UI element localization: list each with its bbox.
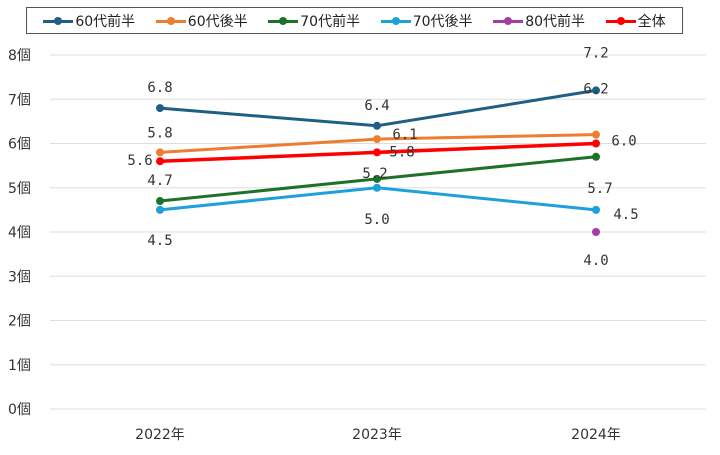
data-point — [373, 135, 381, 144]
y-axis-labels: 0個 1個 2個 3個 4個 5個 6個 7個 8個 — [8, 48, 31, 418]
legend-label: 全体 — [637, 13, 666, 30]
data-label: 6.2 — [583, 82, 608, 98]
data-series — [156, 86, 600, 236]
legend-item: 70代後半 — [380, 11, 473, 31]
y-tick-label: 0個 — [8, 402, 31, 418]
data-label: 6.8 — [147, 80, 172, 96]
data-point — [156, 104, 164, 113]
x-tick-label: 2023年 — [352, 427, 402, 443]
data-label: 5.8 — [147, 125, 172, 141]
x-tick-label: 2024年 — [571, 427, 621, 443]
data-label: 5.6 — [127, 153, 152, 169]
data-label: 5.0 — [364, 212, 389, 228]
y-tick-label: 3個 — [8, 269, 31, 285]
chart-legend: 60代前半 60代後半 70代前半 70代後半 80代前半 全体 — [26, 7, 683, 34]
data-label: 7.2 — [583, 45, 608, 61]
legend-marker-icon — [493, 16, 524, 26]
data-point — [592, 86, 600, 95]
data-point — [156, 205, 164, 214]
data-point — [592, 205, 600, 214]
x-tick-label: 2022年 — [135, 427, 185, 443]
legend-label: 60代前半 — [75, 13, 136, 30]
legend-label: 70代後半 — [412, 13, 473, 30]
data-label: 4.7 — [147, 173, 172, 189]
legend-item: 全体 — [605, 11, 666, 31]
legend-label: 80代前半 — [525, 13, 586, 30]
legend-label: 70代前半 — [300, 13, 361, 30]
data-label: 5.8 — [389, 144, 414, 160]
data-label: 4.5 — [613, 207, 638, 223]
data-label: 4.5 — [147, 233, 172, 249]
y-tick-label: 1個 — [8, 358, 31, 374]
y-tick-label: 2個 — [8, 314, 31, 330]
data-point — [373, 174, 381, 183]
data-point — [373, 183, 381, 192]
data-point — [592, 152, 600, 161]
legend-marker-icon — [43, 16, 74, 26]
legend-marker-icon — [605, 16, 636, 26]
data-point — [156, 197, 164, 206]
data-point — [156, 157, 164, 166]
legend-item: 70代前半 — [268, 11, 360, 31]
legend-item: 80代前半 — [493, 11, 585, 31]
legend-item: 60代後半 — [155, 11, 248, 31]
x-axis-labels: 2022年 2023年 2024年 — [135, 427, 621, 443]
legend-marker-icon — [155, 16, 186, 26]
data-point — [156, 148, 164, 157]
y-tick-label: 7個 — [8, 92, 31, 108]
data-point — [592, 139, 600, 148]
legend-label: 60代後半 — [187, 13, 248, 30]
data-label: 6.4 — [364, 98, 389, 114]
legend-marker-icon — [268, 16, 299, 26]
data-point — [592, 228, 600, 236]
data-point — [592, 130, 600, 139]
data-label: 6.0 — [611, 134, 636, 150]
legend-marker-icon — [380, 16, 411, 26]
y-tick-label: 8個 — [8, 48, 31, 64]
data-label: 4.0 — [583, 253, 608, 269]
data-labels: 6.86.47.25.8 6.16.24.7 5.25.74.55.0 4.54.05… — [127, 45, 638, 269]
legend-item: 60代前半 — [43, 11, 135, 31]
y-tick-label: 6個 — [8, 137, 31, 153]
data-label: 6.1 — [392, 127, 417, 143]
data-label: 5.7 — [587, 181, 612, 197]
data-point — [373, 121, 381, 130]
data-point — [373, 148, 381, 157]
y-tick-label: 4個 — [8, 225, 31, 241]
data-label: 5.2 — [362, 166, 387, 182]
y-tick-label: 5個 — [8, 181, 31, 197]
